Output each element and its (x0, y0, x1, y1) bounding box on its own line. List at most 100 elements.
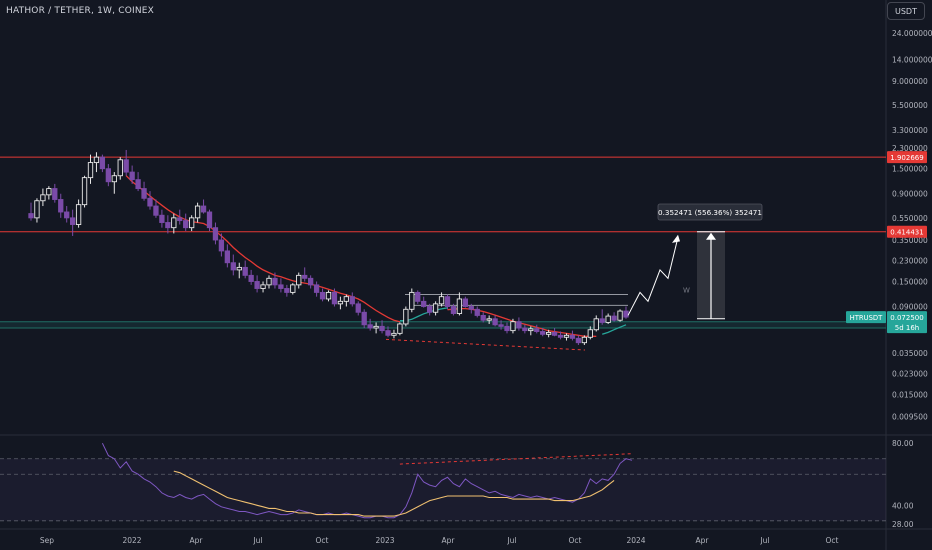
support-zone (0, 321, 886, 329)
candle-body-up (373, 325, 379, 329)
candle (105, 164, 112, 187)
y-tick-label: 9.000000 (892, 77, 928, 86)
candle-body-down (462, 298, 468, 307)
candle-body-up (290, 284, 296, 293)
projection-path (627, 237, 679, 316)
candle (159, 209, 165, 228)
candle-body-up (296, 274, 302, 286)
candle (403, 306, 409, 327)
candle-body-down (474, 308, 480, 316)
candle-body-down (218, 239, 225, 252)
candle (587, 326, 593, 340)
candle (373, 322, 379, 334)
candle-body-up (266, 277, 272, 286)
candle (34, 198, 40, 223)
candle-body-up (75, 204, 82, 225)
candle-body-down (272, 277, 278, 286)
x-tick-label: Oct (826, 536, 839, 545)
candle (58, 193, 64, 218)
candle (28, 202, 34, 221)
candle-body-down (129, 171, 135, 181)
candle (284, 284, 290, 297)
candle-body-up (403, 308, 409, 325)
candle-body-down (534, 328, 540, 332)
y-tick-label: 0.009500 (892, 413, 928, 422)
candle-body-down (319, 291, 326, 300)
candle (177, 209, 183, 225)
candle (546, 329, 552, 338)
candle-body-down (177, 217, 183, 222)
candle-body-up (81, 177, 88, 206)
candle (379, 320, 385, 334)
candle (325, 290, 332, 302)
candle (290, 283, 296, 295)
candle (194, 202, 201, 223)
candle-body-down (367, 324, 373, 329)
candle-body-up (409, 291, 415, 310)
currency-button[interactable]: USDT (887, 2, 925, 20)
candle-body-up (510, 321, 516, 332)
candle (385, 326, 391, 338)
candle-body-up (391, 332, 397, 336)
candle-body-down (331, 291, 338, 305)
candle-body-down (105, 168, 112, 183)
candle-body-down (200, 205, 207, 213)
candle (123, 149, 129, 176)
candle (93, 152, 100, 173)
candle-body-down (183, 220, 189, 229)
candle-body-down (165, 222, 171, 229)
candle-body-down (230, 262, 236, 271)
candle (337, 296, 344, 310)
candle (551, 328, 558, 337)
candle-body-down (69, 217, 76, 225)
candle-body-down (206, 211, 213, 229)
candle (534, 324, 540, 334)
candle (46, 186, 52, 200)
candle (504, 322, 510, 334)
rsi-pane (0, 442, 886, 522)
candle (260, 281, 266, 293)
y-tick-label: 0.350000 (892, 236, 928, 245)
y-tick-label: 0.035000 (892, 349, 928, 358)
candle-body-up (581, 336, 588, 344)
candle (64, 206, 70, 223)
x-tick-label: Apr (442, 536, 456, 545)
candle-body-up (188, 217, 195, 229)
candle-body-down (415, 291, 421, 302)
y-tick-label: 0.230000 (892, 257, 928, 266)
candle-body-down (611, 315, 617, 321)
candle-body-down (52, 188, 58, 200)
candle-body-down (421, 300, 427, 307)
candle (254, 275, 260, 293)
rsi-tick-label: 80.00 (892, 439, 914, 448)
candle-body-down (379, 325, 385, 332)
rsi-band-fill (0, 458, 886, 521)
candle (331, 288, 338, 307)
candle (421, 296, 427, 308)
symbol-title: HATHOR / TETHER, 1W, COINEX (6, 6, 155, 16)
y-tick-label: 14.000000 (892, 55, 932, 64)
candle-body-down (284, 288, 290, 293)
candle (540, 328, 546, 337)
candle (456, 292, 463, 316)
y-tick-label: 0.023000 (892, 369, 928, 378)
axes: 24.000000 14.000000 9.000000 5.500000 3.3000… (40, 29, 932, 545)
candle (40, 188, 46, 207)
candle-body-up (605, 315, 611, 323)
candle (313, 281, 320, 297)
candle (165, 215, 171, 234)
x-tick-label: Apr (190, 536, 204, 545)
candle (605, 313, 611, 324)
candle-body-down (248, 274, 254, 282)
candle-body-down (99, 156, 106, 170)
candle (236, 262, 242, 279)
rsi-ma-line (173, 470, 615, 517)
x-tick-label: Jul (759, 536, 769, 545)
candle (557, 331, 564, 340)
candle (480, 312, 486, 323)
candle-body-up (528, 328, 534, 332)
candle (397, 322, 403, 336)
candle-body-up (117, 159, 123, 177)
candle (498, 320, 504, 330)
